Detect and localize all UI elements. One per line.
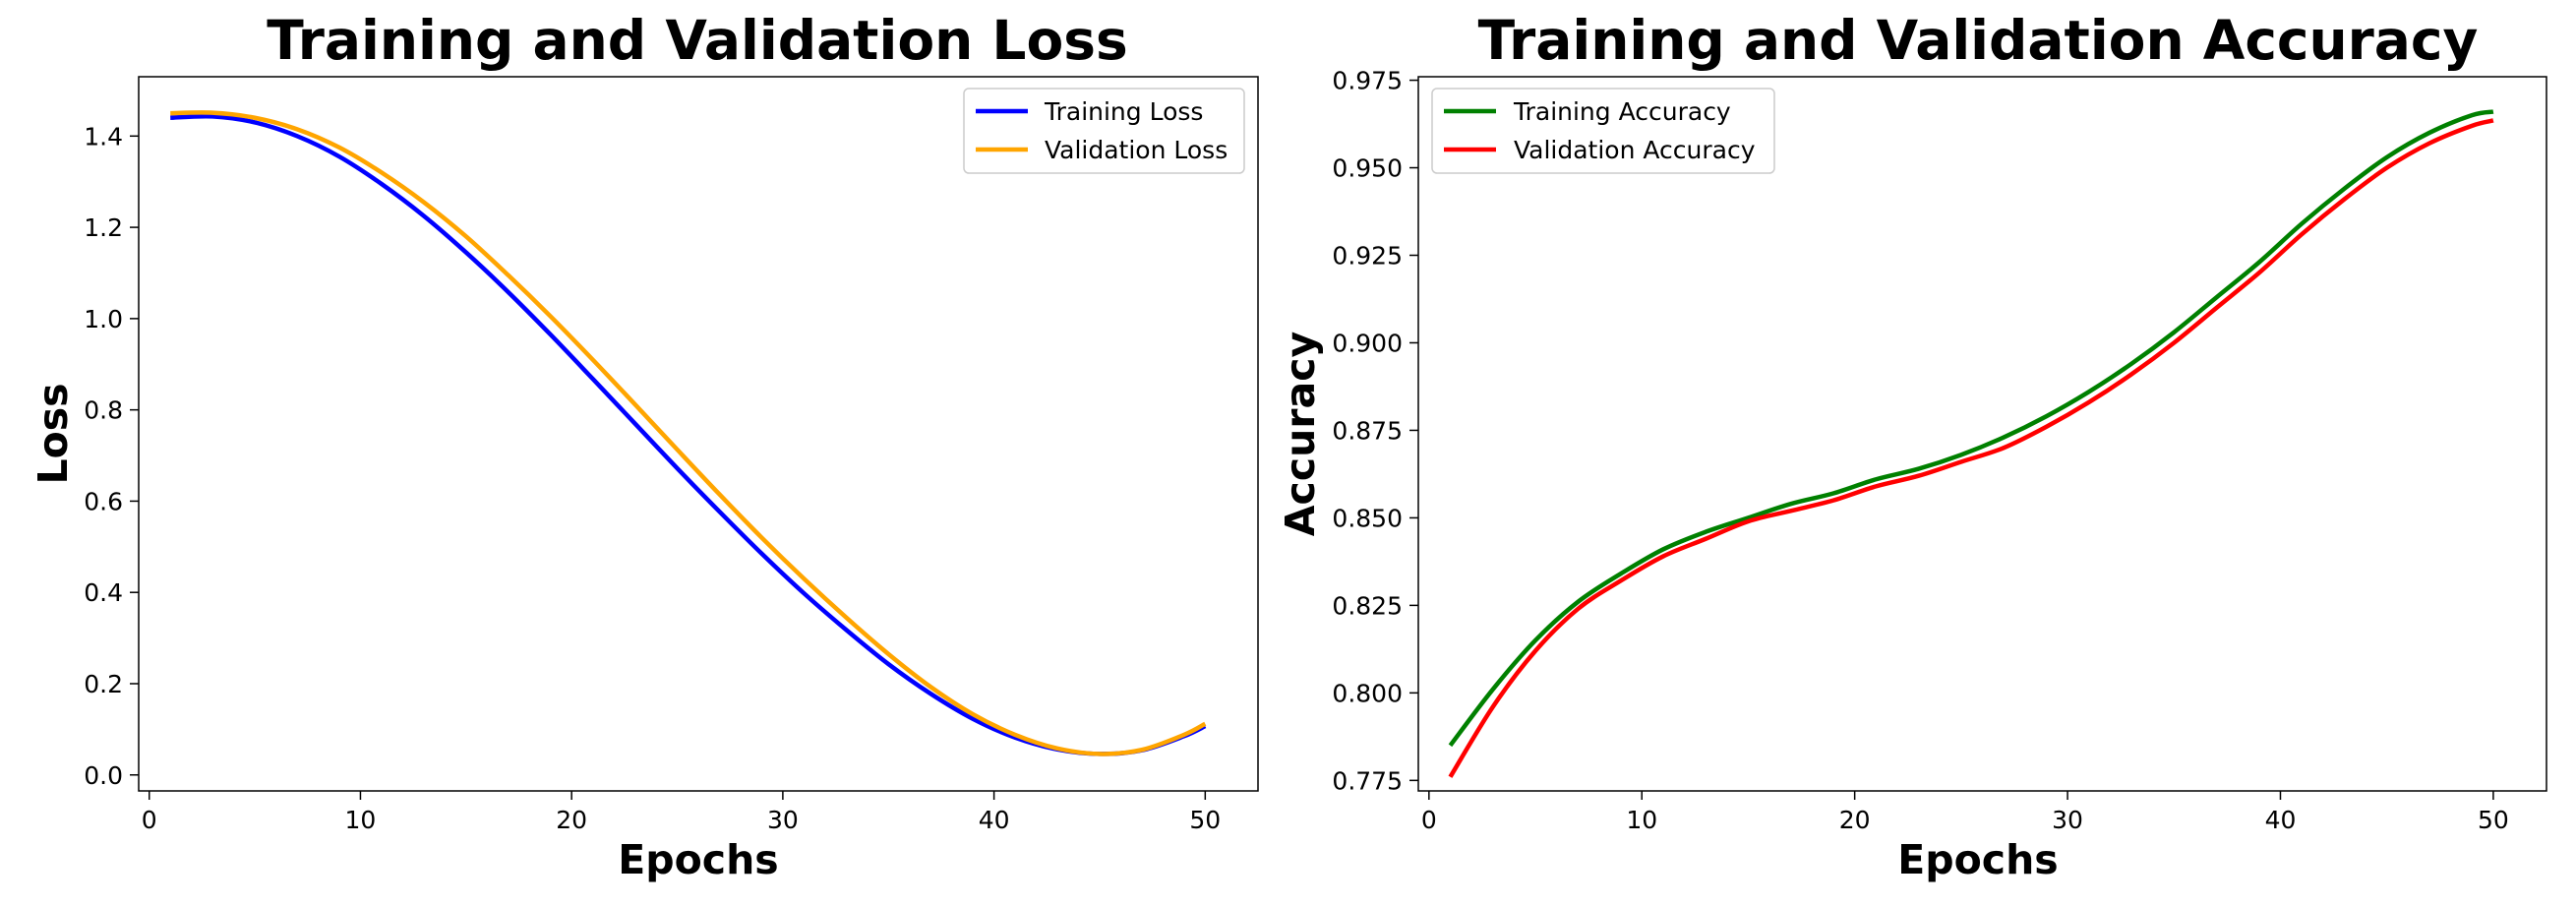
acc-y-tick-label-4: 0.875 [1332, 416, 1403, 445]
accuracy-axes-ticks: 0 10 20 30 40 50 0.775 0.800 0.825 0.850 0.875 0.90… [1332, 67, 2508, 834]
accuracy-x-axis-label: Epochs [1897, 836, 2058, 883]
accuracy-chart: Training and Validation Accuracy 0 10 20 30… [1277, 9, 2547, 883]
loss-axes-ticks: 0 10 20 30 40 50 0.0 0.2 0.4 0.6 0.8 1.0 1.2 1.4 [84, 122, 1221, 834]
loss-x-tick-label-5: 50 [1189, 806, 1221, 834]
loss-y-tick-label-5: 1.0 [84, 305, 123, 333]
acc-series-line-1 [1448, 118, 2494, 778]
loss-legend: Training Loss Validation Loss [963, 88, 1245, 174]
accuracy-plot-frame [1417, 76, 2547, 792]
loss-x-axis-label: Epochs [618, 836, 778, 883]
acc-x-tick-label-5: 50 [2478, 806, 2509, 834]
loss-y-tick-label-7: 1.4 [84, 122, 123, 151]
acc-x-tick-label-0: 0 [1421, 806, 1437, 834]
loss-x-tick-label-2: 20 [556, 806, 587, 834]
acc-series-line-0 [1448, 109, 2494, 748]
loss-y-tick-label-6: 1.2 [84, 213, 123, 242]
acc-x-tick-label-3: 30 [2052, 806, 2083, 834]
accuracy-lines [1448, 109, 2494, 778]
acc-x-tick-label-1: 10 [1626, 806, 1657, 834]
loss-y-axis-label: Loss [30, 383, 77, 484]
accuracy-y-axis-label: Accuracy [1277, 332, 1324, 536]
loss-y-tick-label-2: 0.4 [84, 578, 123, 607]
acc-y-tick-label-3: 0.850 [1332, 504, 1403, 532]
loss-plot-frame [138, 76, 1259, 792]
loss-chart-title: Training and Validation Loss [267, 9, 1127, 72]
loss-legend-box [963, 88, 1245, 174]
acc-y-tick-label-6: 0.925 [1332, 242, 1403, 271]
accuracy-legend-label-validation: Validation Accuracy [1514, 136, 1756, 164]
acc-y-tick-label-8: 0.975 [1332, 67, 1403, 95]
loss-y-tick-label-3: 0.6 [84, 487, 123, 515]
accuracy-legend-box [1431, 88, 1775, 174]
acc-y-tick-label-1: 0.800 [1332, 679, 1403, 707]
loss-series-line-1 [170, 110, 1207, 756]
acc-y-tick-label-0: 0.775 [1332, 766, 1403, 795]
loss-x-tick-label-1: 10 [345, 806, 377, 834]
loss-y-tick-label-0: 0.0 [84, 761, 123, 790]
loss-lines [170, 110, 1207, 756]
loss-y-tick-label-1: 0.2 [84, 670, 123, 698]
accuracy-legend: Training Accuracy Validation Accuracy [1431, 88, 1775, 174]
acc-y-tick-label-2: 0.825 [1332, 591, 1403, 620]
loss-y-tick-label-4: 0.8 [84, 396, 123, 425]
loss-x-tick-label-4: 40 [979, 806, 1010, 834]
loss-x-tick-label-0: 0 [142, 806, 157, 834]
loss-chart: Training and Validation Loss 0 10 20 30 40 50… [30, 9, 1259, 883]
loss-legend-label-validation: Validation Loss [1045, 136, 1228, 164]
acc-x-tick-label-4: 40 [2265, 806, 2297, 834]
acc-y-tick-label-5: 0.900 [1332, 329, 1403, 357]
loss-x-tick-label-3: 30 [767, 806, 799, 834]
accuracy-chart-title: Training and Validation Accuracy [1478, 9, 2479, 72]
acc-y-tick-label-7: 0.950 [1332, 154, 1403, 183]
acc-x-tick-label-2: 20 [1839, 806, 1871, 834]
accuracy-legend-label-training: Training Accuracy [1513, 97, 1731, 126]
loss-series-line-0 [170, 113, 1207, 756]
loss-legend-label-training: Training Loss [1044, 97, 1203, 126]
